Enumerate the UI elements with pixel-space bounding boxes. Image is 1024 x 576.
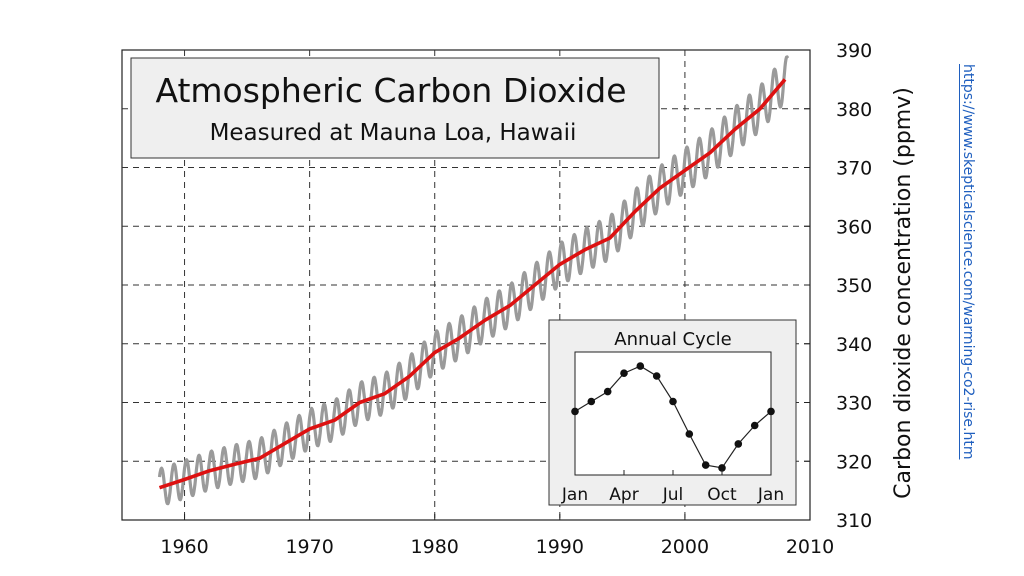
x-tick-label: 1980 [411,536,459,558]
y-tick-label: 390 [836,40,872,62]
chart-subtitle: Measured at Mauna Loa, Hawaii [210,120,577,146]
inset-x-tick-label: Jan [757,485,784,505]
x-axis: 1960 1970 1980 1990 2000 2010 [160,514,834,558]
inset-point [587,397,596,406]
inset-x-tick-label: Oct [707,485,737,505]
inset-x-tick-label: Jul [662,485,684,505]
inset-point [603,387,612,396]
monthly-series [157,55,790,506]
inset-point [750,421,759,430]
y-tick-label: 380 [836,99,872,121]
y-tick-label: 330 [836,393,872,415]
trend-line [158,78,787,490]
inset-plot [574,351,772,476]
y-tick-label: 370 [836,158,872,180]
y-tick-label: 320 [836,451,872,473]
inset-x-tick-label: Jan [561,485,588,505]
y-tick-label: 350 [836,275,872,297]
title-box [130,57,660,159]
source-link[interactable]: https://www.skepticalscience.com/warming… [960,64,980,514]
x-tick-label: 2010 [786,536,834,558]
inset-point [571,407,579,416]
inset-point [718,464,726,472]
x-tick-label: 2000 [661,536,709,558]
y-tick-label: 360 [836,216,872,238]
y-axis: 310 320 330 340 350 360 370 380 390 [804,40,872,532]
inset-point [685,430,694,438]
inset-x-tick-label: Apr [609,485,638,505]
monthly-line [157,55,790,506]
inset-point [767,407,775,416]
trend-series [158,78,787,490]
inset-point [701,461,710,469]
y-axis-label: Carbon dioxide concentration (ppmv) [891,87,916,499]
inset-point [636,362,645,370]
inset-point [652,372,661,380]
y-tick-label: 310 [836,510,872,532]
x-tick-label: 1970 [285,536,333,558]
inset-series [571,362,775,472]
inset-point [734,440,743,448]
inset-title: Annual Cycle [614,329,731,350]
source-url[interactable]: https://www.skepticalscience.com/warming… [960,64,976,460]
x-tick-label: 1960 [160,536,208,558]
chart-title: Atmospheric Carbon Dioxide [155,71,626,110]
x-tick-label: 1990 [536,536,584,558]
y-tick-label: 340 [836,334,872,356]
inset-point [669,397,677,406]
inset-point [620,369,628,378]
inset-x-axis: Jan Apr Jul Oct Jan [561,470,784,505]
